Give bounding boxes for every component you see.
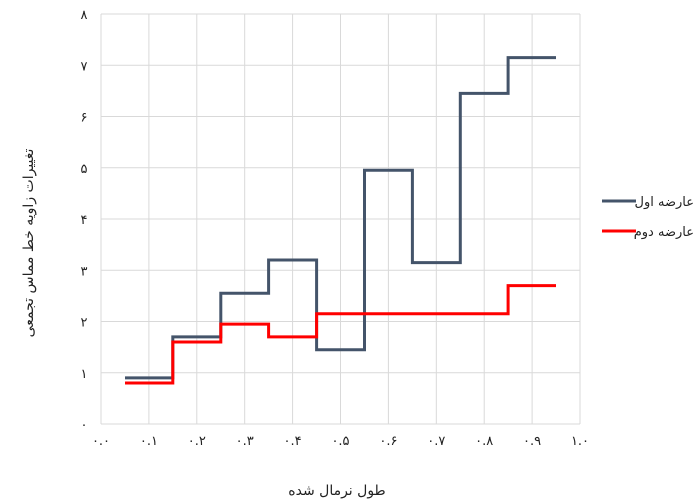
y-tick-label: ۴ — [81, 213, 88, 228]
x-tick-label: ۰.۸ — [475, 434, 493, 449]
series-lines — [125, 56, 556, 385]
legend-label-2: عارضه دوم — [634, 225, 694, 240]
y-tick-label: ۸ — [81, 8, 88, 23]
y-tick-label: ۱ — [81, 367, 88, 382]
x-tick-label: ۰.۷ — [427, 434, 445, 449]
y-tick-label: ۷ — [81, 59, 88, 74]
legend-label-1: عارضه اول — [635, 195, 694, 210]
y-tick-label: ۳ — [81, 264, 88, 279]
y-axis-title: تغییرات زاویه خط مماس تجمعی — [21, 148, 37, 337]
series-line-1 — [125, 56, 556, 380]
grid — [100, 13, 581, 425]
legend: عارضه اول عارضه دوم — [602, 195, 694, 240]
x-tick-label: ۰.۴ — [284, 434, 302, 449]
x-axis-title: طول نرمال شده — [288, 483, 385, 499]
tick-labels: ۰.۰ ۰.۱ ۰.۲ ۰.۳ ۰.۴ ۰.۵ ۰.۶ ۰.۷ ۰.۸ ۰.۹ ۱.۰ ۰ ۱ ۲ ۳ ۴ ۵ ۶… — [81, 8, 590, 449]
series-line-2 — [125, 284, 556, 385]
x-tick-label: ۰.۲ — [188, 434, 206, 449]
y-tick-label: ۶ — [81, 111, 88, 126]
y-tick-label: ۵ — [81, 162, 88, 177]
y-tick-label: ۰ — [81, 418, 88, 433]
x-tick-label: ۰.۰ — [92, 434, 110, 449]
x-tick-label: ۰.۵ — [331, 434, 349, 449]
x-tick-label: ۰.۱ — [140, 434, 158, 449]
x-tick-label: ۰.۶ — [379, 434, 397, 449]
x-tick-label: ۱.۰ — [571, 434, 589, 449]
x-tick-label: ۰.۳ — [236, 434, 254, 449]
y-tick-label: ۲ — [81, 316, 88, 331]
x-tick-label: ۰.۹ — [523, 434, 541, 449]
